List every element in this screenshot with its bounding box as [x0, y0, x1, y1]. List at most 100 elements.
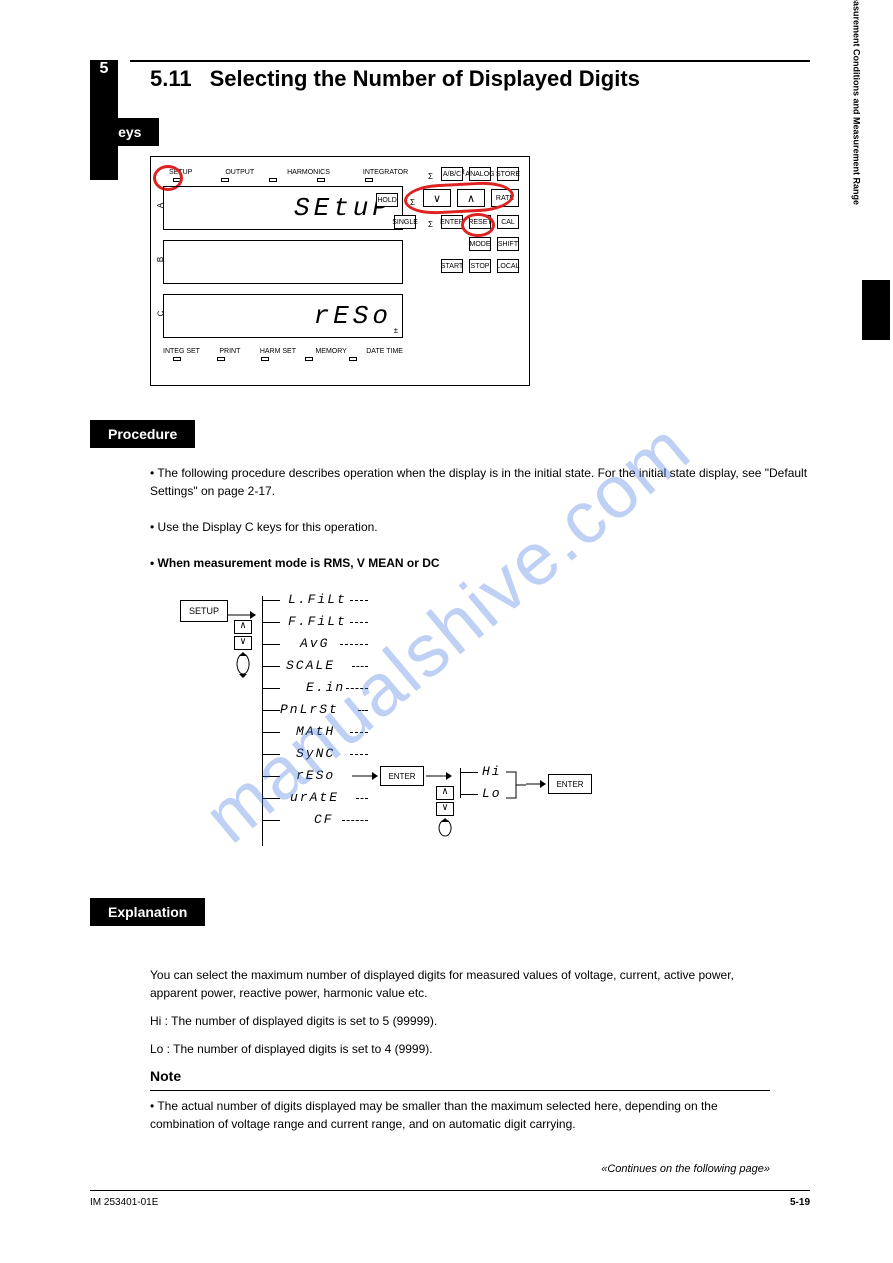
btn-single[interactable]: SINGLE	[394, 215, 416, 229]
mi-lfilt: L.FiLt	[288, 592, 347, 607]
sub-lbl: PRINT	[219, 348, 240, 355]
led	[221, 178, 229, 182]
title-rule	[130, 60, 810, 62]
note-rule	[150, 1090, 770, 1091]
mi-cf: CF	[314, 812, 334, 827]
down-key[interactable]: ∨	[436, 802, 454, 816]
sigma-label: Σ	[410, 198, 415, 207]
note-text: • The actual number of digits displayed …	[150, 1097, 770, 1133]
expl-lo: Lo : The number of displayed digits is s…	[150, 1040, 770, 1058]
btn-row-3: SINGLE Σ ENTER RESET CAL	[394, 215, 519, 229]
lbl-harmonics: HARMONICS	[287, 169, 330, 176]
btn-store[interactable]: STORE	[497, 167, 519, 181]
side-tab-text: Setting Measurement Conditions and Measu…	[852, 0, 862, 205]
button-column: Σ A/B/C ANALOG STORE HOLD Σ ∨ ∧ RATE SIN…	[376, 167, 519, 273]
procedure-heading: Procedure	[90, 420, 195, 448]
btn-row-4: MODE SHIFT	[469, 237, 519, 251]
down-key[interactable]: ∨	[234, 636, 252, 650]
display-c: C rESo ±	[163, 294, 403, 338]
section-number: 5.11	[150, 66, 192, 92]
device-panel: SETUP OUTPUT HARMONICS INTEGRATOR FILTER…	[150, 156, 530, 386]
enter-key-box-final[interactable]: ENTER	[548, 774, 592, 794]
bracket-icon	[506, 768, 526, 802]
led	[261, 357, 269, 361]
side-tab	[862, 280, 890, 340]
footer-pagenum: 5-19	[790, 1197, 810, 1208]
btn-row-1: Σ A/B/C ANALOG STORE	[428, 167, 519, 181]
mi-ffilt: F.FiLt	[288, 614, 347, 629]
btn-cal[interactable]: CAL	[497, 215, 519, 229]
btn-rate[interactable]: RATE	[491, 189, 519, 207]
loop-icon	[234, 652, 252, 680]
sigma-label: Σ	[428, 172, 433, 181]
display-a: A SEtuP	[163, 186, 403, 230]
btn-shift[interactable]: SHIFT	[497, 237, 519, 251]
led	[173, 178, 181, 182]
led	[349, 357, 357, 361]
arrow-right-icon	[526, 779, 546, 789]
btn-local[interactable]: LOCAL	[497, 259, 519, 273]
page-footer: IM 253401-01E 5-19	[90, 1190, 810, 1208]
continues-text: «Continues on the following page»	[150, 1163, 770, 1175]
mi-scale: SCALE	[286, 658, 335, 673]
menu-trunk	[262, 596, 263, 846]
btn-reset[interactable]: RESET	[469, 215, 491, 229]
btn-row-5: START STOP LOCAL	[441, 259, 519, 273]
proc-intro-2: • Use the Display C keys for this operat…	[150, 518, 810, 536]
chapter-number: 5	[90, 60, 118, 78]
led	[365, 178, 373, 182]
setup-key-box[interactable]: SETUP	[180, 600, 228, 622]
led-row-bottom	[173, 357, 521, 361]
section-title: Selecting the Number of Displayed Digits	[210, 66, 640, 92]
led	[317, 178, 325, 182]
btn-up[interactable]: ∧	[457, 189, 485, 207]
sigma-label: Σ	[428, 220, 433, 229]
display-c-label: C	[156, 311, 165, 317]
explanation-block: You can select the maximum number of dis…	[150, 966, 770, 1175]
proc-intro-1: • The following procedure describes oper…	[150, 464, 810, 500]
lbl-output: OUTPUT	[225, 169, 254, 176]
mi-pnlrst: PnLrSt	[280, 702, 339, 717]
arrow-right-icon	[228, 610, 256, 620]
display-b: B	[163, 240, 403, 284]
sub-lbl: HARM SET	[260, 348, 296, 355]
expl-hi: Hi : The number of displayed digits is s…	[150, 1012, 770, 1030]
sub-lbl: DATE TIME	[366, 348, 403, 355]
sub-hi: Hi	[482, 764, 502, 779]
sub-label-row: INTEG SET PRINT HARM SET MEMORY DATE TIM…	[163, 348, 403, 355]
led	[217, 357, 225, 361]
mi-reso: rESo	[296, 768, 335, 783]
mi-math: MAtH	[296, 724, 335, 739]
expl-para1: You can select the maximum number of dis…	[150, 966, 770, 1002]
explanation-heading: Explanation	[90, 898, 205, 926]
btn-start[interactable]: START	[441, 259, 463, 273]
btn-hold[interactable]: HOLD	[376, 193, 398, 207]
display-a-label: A	[156, 203, 165, 208]
note-heading: Note	[150, 1068, 770, 1084]
menu-flow: SETUP ∧ ∨ L.FiLt F.FiLt	[180, 590, 680, 880]
mi-sync: SyNC	[296, 746, 335, 761]
btn-abc[interactable]: A/B/C	[441, 167, 463, 181]
btn-down[interactable]: ∨	[423, 189, 451, 207]
loop-icon	[436, 818, 454, 842]
updown-stack-sub: ∧ ∨	[436, 786, 454, 842]
display-c-value: rESo	[314, 301, 392, 331]
display-c-unit: ±	[394, 326, 398, 335]
led	[173, 357, 181, 361]
enter-key-box[interactable]: ENTER	[380, 766, 424, 786]
btn-analog[interactable]: ANALOG	[469, 167, 491, 181]
up-key[interactable]: ∧	[234, 620, 252, 634]
lbl-setup: SETUP	[169, 169, 192, 176]
up-key[interactable]: ∧	[436, 786, 454, 800]
sub-lo: Lo	[482, 786, 502, 801]
mi-ein: E.in	[306, 680, 345, 695]
sub-lbl: INTEG SET	[163, 348, 200, 355]
btn-stop[interactable]: STOP	[469, 259, 491, 273]
led	[269, 178, 277, 182]
updown-stack: ∧ ∨	[234, 620, 252, 680]
section-title-row: 5.11 Selecting the Number of Displayed D…	[150, 66, 810, 92]
btn-mode[interactable]: MODE	[469, 237, 491, 251]
arrow-right-icon	[352, 771, 378, 781]
display-b-label: B	[156, 257, 165, 262]
btn-enter-small[interactable]: ENTER	[441, 215, 463, 229]
